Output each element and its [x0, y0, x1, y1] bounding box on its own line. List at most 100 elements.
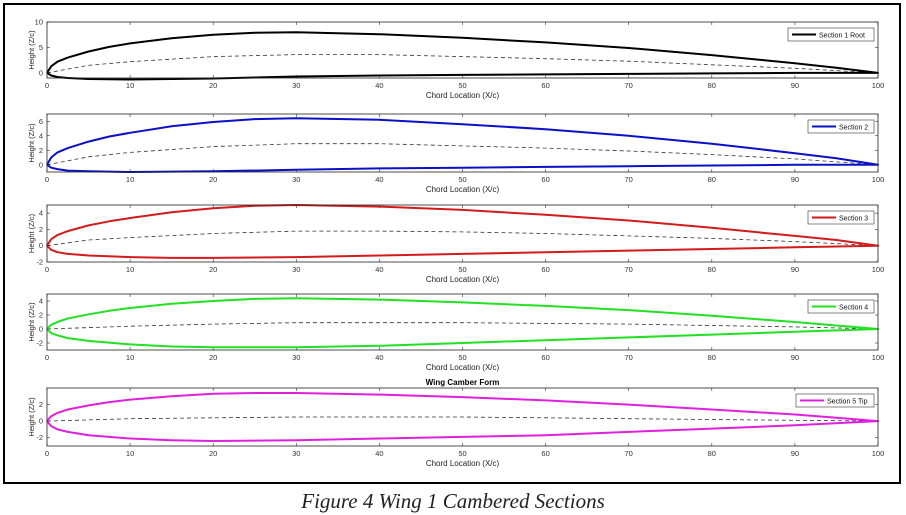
legend-box — [807, 299, 875, 314]
x-tick-label: 60 — [541, 81, 549, 90]
y-tick-label: 0 — [39, 241, 43, 250]
x-tick-label: 0 — [45, 449, 49, 458]
camber-line — [46, 416, 879, 422]
x-tick-label: 90 — [791, 353, 799, 362]
y-tick-label: 0 — [39, 417, 43, 426]
x-tick-label: 80 — [708, 265, 716, 274]
x-tick-label: 30 — [292, 81, 300, 90]
x-tick-label: 90 — [791, 265, 799, 274]
x-tick-label: 10 — [126, 449, 134, 458]
x-tick-label: 80 — [708, 449, 716, 458]
y-tick-label: 4 — [39, 297, 43, 306]
x-tick-label: 20 — [209, 353, 217, 362]
legend-label: Section 1 Root — [819, 33, 865, 40]
x-tick-label: 100 — [872, 353, 885, 362]
legend-box — [807, 119, 875, 134]
camber-line — [46, 322, 879, 330]
x-tick-label: 100 — [872, 449, 885, 458]
legend: Section 3 — [807, 210, 875, 225]
y-axis-label: Height (Z/c) — [27, 397, 36, 437]
x-tick-label: 100 — [872, 265, 885, 274]
x-tick-label: 50 — [458, 81, 466, 90]
chart-title: Wing Camber Form — [426, 378, 500, 387]
x-tick-label: 70 — [625, 449, 633, 458]
y-tick-label: 4 — [39, 209, 43, 218]
x-tick-label: 50 — [458, 353, 466, 362]
x-tick-label: 70 — [625, 265, 633, 274]
chart-1: 0 10 20 30 40 50 60 70 80 90 100 0 5 10 Chord Location… — [27, 18, 884, 101]
axes-box — [46, 293, 879, 351]
x-tick-label: 40 — [375, 81, 383, 90]
x-axis-label: Chord Location (X/c) — [426, 91, 500, 100]
x-tick-label: 10 — [126, 81, 134, 90]
legend-box — [807, 210, 875, 225]
x-tick-label: 90 — [791, 81, 799, 90]
axes-box — [46, 204, 879, 263]
x-tick-label: 20 — [209, 265, 217, 274]
x-tick-label: 0 — [45, 81, 49, 90]
x-tick-label: 40 — [375, 265, 383, 274]
x-tick-label: 60 — [541, 449, 549, 458]
legend-label: Section 5 Tip — [827, 399, 868, 406]
y-tick-label: 0 — [39, 68, 43, 77]
legend-box — [787, 27, 875, 42]
y-tick-label: 0 — [39, 160, 43, 169]
y-axis-label: Height (Z/c) — [27, 30, 36, 70]
x-axis-label: Chord Location (X/c) — [426, 363, 500, 372]
legend: Section 5 Tip — [795, 393, 875, 408]
x-tick-label: 60 — [541, 265, 549, 274]
x-tick-label: 30 — [292, 353, 300, 362]
x-axis-label: Chord Location (X/c) — [426, 275, 500, 284]
x-tick-label: 50 — [458, 265, 466, 274]
x-tick-label: 30 — [292, 265, 300, 274]
legend: Section 4 — [807, 299, 875, 314]
x-tick-label: 30 — [292, 175, 300, 184]
figure-frame — [3, 3, 901, 484]
x-tick-label: 10 — [126, 265, 134, 274]
y-tick-label: -2 — [36, 258, 43, 267]
x-tick-label: 0 — [45, 265, 49, 274]
y-axis-label: Height (Z/c) — [27, 213, 36, 253]
airfoil-outline — [46, 204, 879, 259]
x-tick-label: 40 — [375, 175, 383, 184]
legend-label: Section 2 — [839, 125, 868, 132]
legend: Section 1 Root — [787, 27, 875, 42]
x-tick-label: 10 — [126, 353, 134, 362]
x-axis-label: Chord Location (X/c) — [426, 185, 500, 194]
camber-line — [46, 230, 879, 247]
y-tick-label: 0 — [39, 325, 43, 334]
airfoil-outline — [46, 392, 879, 442]
legend-label: Section 3 — [839, 216, 868, 223]
x-tick-label: 60 — [541, 175, 549, 184]
y-tick-label: 2 — [39, 146, 43, 155]
figure-caption: Figure 4 Wing 1 Cambered Sections — [301, 489, 605, 513]
x-tick-label: 40 — [375, 353, 383, 362]
axes-box — [46, 113, 879, 173]
x-tick-label: 20 — [209, 449, 217, 458]
x-tick-label: 100 — [872, 81, 885, 90]
y-axis-label: Height (Z/c) — [27, 302, 36, 342]
y-tick-label: 2 — [39, 400, 43, 409]
y-tick-label: -2 — [36, 339, 43, 348]
legend-label: Section 4 — [839, 305, 868, 312]
x-tick-label: 80 — [708, 353, 716, 362]
x-tick-label: 90 — [791, 175, 799, 184]
legend: Section 2 — [807, 119, 875, 134]
axes-box — [46, 21, 879, 79]
chart-2: 0 10 20 30 40 50 60 70 80 90 100 0 2 4 6 Chord Location… — [27, 113, 884, 194]
airfoil-outline — [46, 31, 879, 81]
camber-line — [46, 143, 879, 166]
y-tick-label: 4 — [39, 131, 43, 140]
x-tick-label: 40 — [375, 449, 383, 458]
axes-box — [46, 387, 879, 447]
y-tick-label: -2 — [36, 433, 43, 442]
y-tick-label: 5 — [39, 43, 43, 52]
x-axis-label: Chord Location (X/c) — [426, 459, 500, 468]
y-tick-label: 2 — [39, 225, 43, 234]
legend-box — [795, 393, 875, 408]
x-tick-label: 10 — [126, 175, 134, 184]
x-tick-label: 70 — [625, 353, 633, 362]
